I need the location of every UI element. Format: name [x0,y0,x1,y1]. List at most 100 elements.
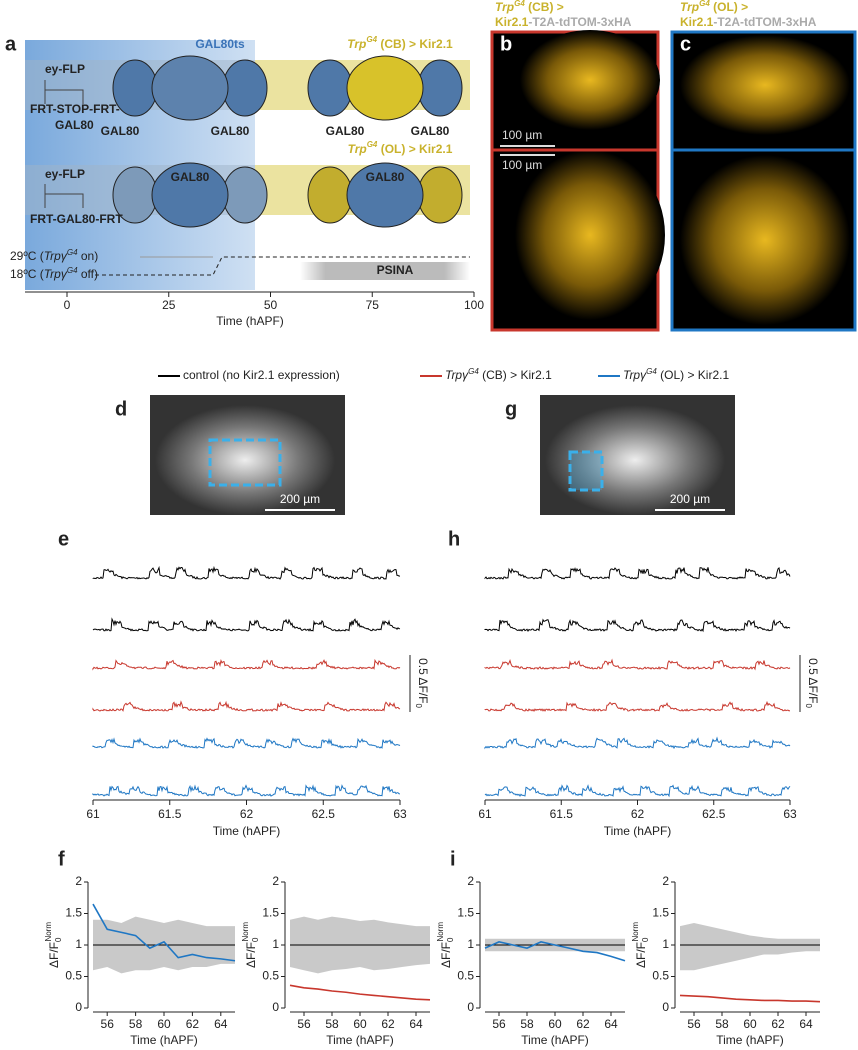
tick-label: 25 [162,298,176,312]
tick-label: 61 [478,807,492,821]
brain-lobe [222,59,268,117]
tick-label: 2 [467,874,474,888]
psina-bar [300,262,470,280]
trace [484,700,791,712]
tick-label: 64 [214,1017,228,1031]
panel-letter: c [680,33,691,55]
tick-label: 1.5 [65,906,82,920]
tick-label: 75 [366,298,380,312]
trace [92,737,401,749]
tick-label: 64 [409,1017,423,1031]
trace [92,617,401,632]
tick-label: 64 [604,1017,618,1031]
tick-label: 60 [548,1017,562,1031]
tick-label: 61.5 [550,807,574,821]
tick-label: 0 [75,1000,82,1014]
scale-label: 0.5 ΔF/F0 [414,658,430,708]
label: Kir2.1-T2A-tdTOM-3xHA [680,15,817,29]
temp-line [95,256,470,276]
axis-label: Time (hAPF) [326,1033,394,1047]
brain-lobe [417,166,463,224]
panel-letter: b [500,33,512,55]
axis-label: Time (hAPF) [130,1033,198,1047]
label: FRT-GAL80-FRT [30,212,123,226]
tick-label: 1.5 [652,906,669,920]
scale-label: 100 µm [502,158,542,172]
trace [484,784,791,798]
axis-label: Time (hAPF) [216,314,284,328]
tick-label: 61 [86,807,100,821]
label: 18ºC (TrpγG4 off) [10,266,98,281]
axis-label: Time (hAPF) [213,824,281,838]
tick-label: 62 [240,807,254,821]
brain-center [151,162,229,228]
trace [92,784,401,797]
tick-label: 1.5 [262,906,279,920]
micrograph [680,155,850,325]
tick-label: 62 [631,807,645,821]
band [680,922,820,971]
tick-label: 0 [467,1000,474,1014]
legend-label: TrpγG4 (CB) > Kir2.1 [445,367,552,382]
series-line [484,941,626,962]
panel-letter: a [5,33,17,55]
trace [92,700,401,712]
label: GAL80 [366,170,405,184]
series-line [679,994,821,1003]
trace [484,567,791,580]
brain-center [346,162,424,228]
tick-label: 100 [464,298,484,312]
panel-letter: h [448,528,460,550]
brain-lobe [417,59,463,117]
tick-label: 58 [129,1017,143,1031]
roi [568,450,604,492]
label: TrpG4 (OL) > Kir2.1 [348,140,453,156]
series-line [289,984,431,1001]
axis-label: ΔF/F0Norm [44,922,63,968]
tick-label: 1 [75,937,82,951]
tick-label: 2 [662,874,669,888]
panel-letter: g [505,398,517,420]
panel-letter: f [58,848,65,870]
tick-label: 58 [715,1017,729,1031]
tick-label: 64 [799,1017,813,1031]
tick-label: 60 [353,1017,367,1031]
brain-lobe [307,59,353,117]
tick-label: 62.5 [702,807,726,821]
axis-label: ΔF/F0Norm [241,922,260,968]
image [155,405,335,515]
tick-label: 0 [64,298,71,312]
scale-label: 200 µm [280,492,320,506]
panel-letter: e [58,528,69,550]
tick-label: 1.5 [457,906,474,920]
label: TrpG4 (OL) > [680,0,748,14]
tick-label: 2 [272,874,279,888]
tick-label: 2 [75,874,82,888]
tick-label: 0.5 [457,969,474,983]
tick-label: 0 [272,1000,279,1014]
label: ey-FLP [45,62,85,76]
tick-label: 62.5 [312,807,336,821]
micrograph [515,150,665,320]
axis-label: Time (hAPF) [521,1033,589,1047]
label: GAL80 [171,170,210,184]
axis-label: ΔF/F0Norm [631,922,650,968]
tick-label: 0 [662,1000,669,1014]
axis-label: ΔF/F0Norm [436,922,455,968]
label: GAL80 [411,124,450,138]
tick-label: 1 [467,937,474,951]
tick-label: 56 [492,1017,506,1031]
tick-label: 50 [264,298,278,312]
trace [484,658,791,671]
tick-label: 58 [325,1017,339,1031]
legend-label: TrpγG4 (OL) > Kir2.1 [623,367,729,382]
axis-label: Time (hAPF) [604,824,672,838]
label: ey-FLP [45,167,85,181]
label: 29ºC (TrpγG4 on) [10,248,98,263]
panel-letter: i [450,848,456,870]
micrograph [680,35,850,135]
axis-label: Time (hAPF) [716,1033,784,1047]
tick-label: 62 [576,1017,590,1031]
trace [92,565,401,580]
